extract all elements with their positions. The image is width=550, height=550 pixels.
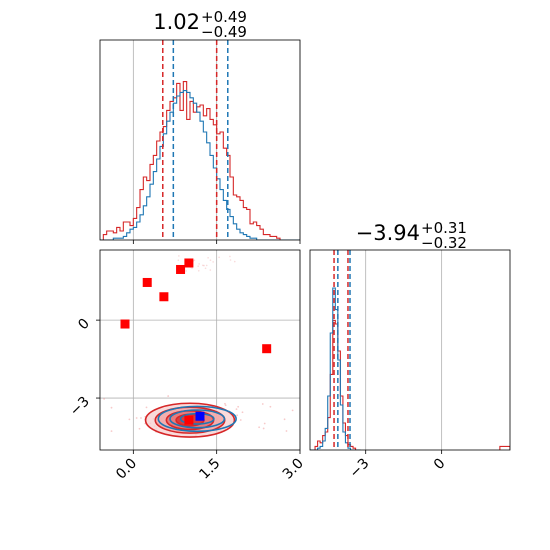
scatter-faint-point (185, 270, 187, 272)
scatter-faint-point (135, 417, 138, 419)
scatter-faint-point (261, 403, 264, 405)
scatter-faint-point (237, 405, 240, 408)
scatter-faint-point (145, 406, 148, 409)
top-hist-title-value: 1.02 (153, 10, 200, 34)
scatter-faint-point (209, 259, 212, 261)
scatter-xtick-label: 1.5 (196, 456, 223, 483)
right-hist-series-red (310, 319, 361, 450)
scatter-faint-point (193, 259, 196, 262)
top-hist-frame (99, 39, 301, 241)
scatter-blue-marker (195, 411, 205, 421)
scatter-faint-point (239, 419, 242, 421)
top-hist-ticks (132, 240, 301, 244)
right-hist-series (310, 287, 510, 450)
scatter-markers (120, 258, 272, 425)
scatter-faint-point (177, 259, 180, 261)
scatter-red-marker (120, 319, 130, 329)
scatter-faint-point (205, 264, 208, 267)
scatter-faint-point (263, 422, 266, 425)
scatter-faint-point (140, 417, 142, 419)
scatter-contour-blue (157, 405, 237, 433)
right-hist-title-plus: +0.31 (421, 219, 467, 237)
top-histogram-panel (99, 39, 301, 244)
scatter-red-marker (159, 292, 169, 302)
scatter-faint-point (229, 255, 231, 258)
scatter-faint-point (285, 430, 288, 432)
scatter-red-marker (176, 264, 186, 274)
scatter-faint-point (291, 409, 294, 412)
right-hist-tail-red (499, 445, 510, 450)
scatter-faint-point (233, 260, 236, 263)
right-hist-title-minus: −0.32 (421, 234, 467, 252)
right-hist-quantiles (333, 250, 351, 450)
scatter-faint-point (207, 256, 209, 259)
scatter-faint-point (110, 430, 113, 432)
right-hist-title-value: −3.94 (356, 221, 420, 245)
scatter-faint-point (241, 411, 244, 414)
scatter-contour-blue (169, 409, 226, 429)
scatter-red-marker (142, 277, 152, 287)
scatter-xtick-label: 3.0 (280, 456, 307, 483)
top-hist-title-plus: +0.49 (201, 8, 247, 26)
right-hist-xtick-label: −3 (347, 456, 373, 482)
scatter-faint-point (128, 418, 131, 421)
scatter-faint-point (103, 398, 106, 400)
scatter-ytick-label: −3 (67, 394, 93, 420)
scatter-red-marker (184, 258, 194, 268)
right-hist-title: −3.94 +0.31 −0.32 (356, 219, 467, 252)
scatter-faint-point (198, 263, 200, 265)
scatter-faint-point (203, 264, 205, 267)
right-hist-grid (365, 250, 443, 450)
right-hist-series-blue (310, 287, 361, 450)
scatter-faint-point (269, 405, 272, 408)
scatter-faint-point (191, 267, 193, 269)
scatter-faint-point (138, 427, 141, 430)
scatter-faint-point (262, 427, 265, 430)
scatter-xtick-label: 0.0 (113, 456, 140, 483)
scatter-faint-point (283, 418, 286, 421)
scatter-faint-point (258, 426, 261, 429)
scatter-faint-point (197, 265, 199, 267)
scatter-red-marker (262, 344, 272, 354)
scatter-red-marker (184, 415, 194, 425)
scatter-faint-point (236, 414, 239, 417)
top-hist-series-red (100, 81, 300, 240)
scatter-faint-point (167, 395, 170, 397)
top-hist-title: 1.02 +0.49 −0.49 (153, 8, 247, 41)
scatter-faint-point (197, 269, 200, 272)
scatter-faint-points (103, 255, 353, 436)
top-hist-series (100, 81, 300, 240)
right-hist-frame (309, 249, 511, 451)
right-histogram-panel: −3 0 (309, 249, 511, 482)
scatter-faint-point (212, 261, 214, 263)
top-hist-quantiles (162, 40, 229, 240)
right-hist-ticks: −3 0 (347, 450, 449, 482)
scatter-faint-point (224, 404, 227, 407)
scatter-faint-point (229, 259, 232, 261)
top-hist-title-minus: −0.49 (201, 23, 247, 41)
scatter-frame (99, 249, 301, 451)
scatter-faint-point (110, 406, 113, 409)
scatter-ytick-label: 0 (75, 316, 93, 334)
top-hist-series-blue (100, 90, 300, 240)
scatter-ticks: 0.0 1.5 3.0 0 −3 (67, 316, 307, 483)
scatter-faint-point (218, 256, 220, 259)
scatter-faint-point (204, 267, 207, 270)
scatter-faint-point (235, 408, 238, 411)
scatter-faint-point (209, 269, 212, 271)
scatter-faint-point (224, 402, 226, 405)
scatter-faint-point (351, 416, 353, 418)
scatter-faint-point (178, 255, 180, 257)
right-hist-xtick-label: 0 (431, 456, 449, 474)
